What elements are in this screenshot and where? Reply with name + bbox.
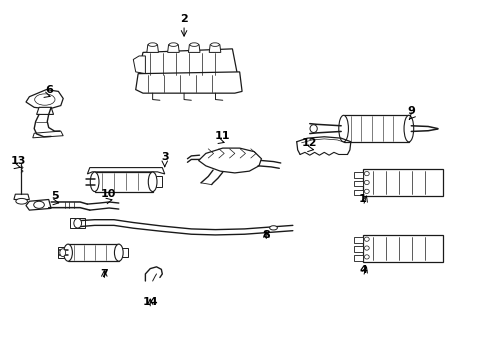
Polygon shape	[70, 218, 85, 228]
Text: 2: 2	[180, 14, 187, 24]
Polygon shape	[353, 190, 362, 195]
Ellipse shape	[364, 246, 368, 250]
Ellipse shape	[63, 244, 72, 261]
Ellipse shape	[364, 171, 368, 176]
Ellipse shape	[74, 219, 81, 228]
Polygon shape	[353, 238, 362, 243]
Ellipse shape	[309, 125, 317, 132]
Polygon shape	[37, 107, 53, 114]
Ellipse shape	[90, 172, 99, 192]
Polygon shape	[26, 199, 51, 210]
Text: 1: 1	[358, 194, 366, 204]
Ellipse shape	[16, 198, 27, 204]
Polygon shape	[343, 115, 408, 142]
Text: 8: 8	[262, 230, 269, 240]
Text: 14: 14	[142, 297, 158, 307]
Polygon shape	[136, 72, 242, 93]
Text: 6: 6	[45, 85, 53, 95]
Polygon shape	[26, 90, 63, 109]
Ellipse shape	[169, 43, 178, 46]
Polygon shape	[362, 235, 442, 261]
Polygon shape	[353, 246, 362, 252]
Polygon shape	[362, 169, 442, 196]
Ellipse shape	[60, 249, 65, 257]
Ellipse shape	[364, 255, 368, 259]
Ellipse shape	[148, 172, 157, 192]
Polygon shape	[133, 56, 145, 74]
Text: 13: 13	[11, 156, 26, 166]
Ellipse shape	[114, 244, 123, 261]
Ellipse shape	[34, 201, 44, 208]
Ellipse shape	[338, 115, 348, 142]
Polygon shape	[152, 176, 162, 187]
Text: 11: 11	[215, 131, 230, 141]
Text: 12: 12	[302, 138, 317, 148]
Polygon shape	[119, 248, 127, 257]
Polygon shape	[188, 45, 200, 53]
Polygon shape	[33, 131, 63, 138]
Polygon shape	[353, 181, 362, 186]
Ellipse shape	[364, 180, 368, 185]
Ellipse shape	[148, 43, 157, 46]
Ellipse shape	[210, 43, 219, 46]
Polygon shape	[353, 172, 362, 177]
Polygon shape	[87, 168, 164, 174]
Text: 3: 3	[161, 152, 168, 162]
Ellipse shape	[403, 115, 413, 142]
Text: 9: 9	[407, 106, 414, 116]
Polygon shape	[146, 45, 158, 53]
Text: 7: 7	[100, 269, 108, 279]
Ellipse shape	[189, 43, 198, 46]
Polygon shape	[139, 49, 237, 77]
Polygon shape	[14, 194, 29, 199]
Text: 10: 10	[100, 189, 116, 199]
Text: 5: 5	[51, 191, 59, 201]
Polygon shape	[58, 247, 67, 258]
Polygon shape	[68, 244, 119, 261]
Polygon shape	[167, 45, 179, 53]
Text: 4: 4	[358, 265, 366, 275]
Polygon shape	[198, 148, 261, 173]
Polygon shape	[209, 45, 221, 53]
Ellipse shape	[364, 189, 368, 193]
Ellipse shape	[269, 226, 277, 230]
Polygon shape	[95, 172, 152, 192]
Ellipse shape	[364, 237, 368, 241]
Ellipse shape	[35, 94, 55, 105]
Polygon shape	[353, 255, 362, 261]
